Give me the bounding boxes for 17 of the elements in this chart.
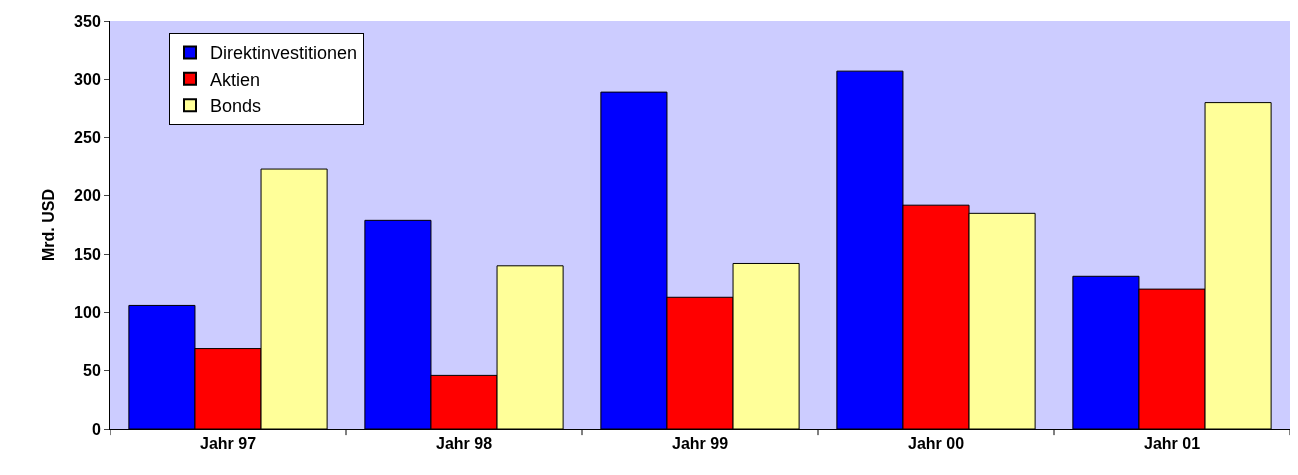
x-tick-label: Jahr 00 [907, 435, 965, 453]
y-tick-label: 300 [74, 70, 101, 88]
y-tick-label: 100 [74, 304, 101, 322]
x-tick-label: Jahr 97 [199, 435, 257, 453]
y-axis-title: Mrd. USD [40, 189, 57, 261]
y-tick-label: 250 [74, 129, 101, 147]
y-tick-label: 150 [74, 245, 101, 263]
y-tick-label: 0 [91, 420, 101, 438]
legend-label: Aktien [210, 69, 261, 90]
legend-label: Direktinvestitionen [210, 43, 358, 64]
x-tick-label: Jahr 99 [671, 435, 729, 453]
y-tick-label: 200 [74, 187, 101, 205]
y-tick-label: 50 [83, 362, 101, 380]
x-tick-label: Jahr 98 [435, 435, 493, 453]
legend-label: Bonds [210, 96, 262, 117]
x-tick-label: Jahr 01 [1143, 435, 1201, 453]
y-tick-label: 350 [74, 12, 101, 30]
